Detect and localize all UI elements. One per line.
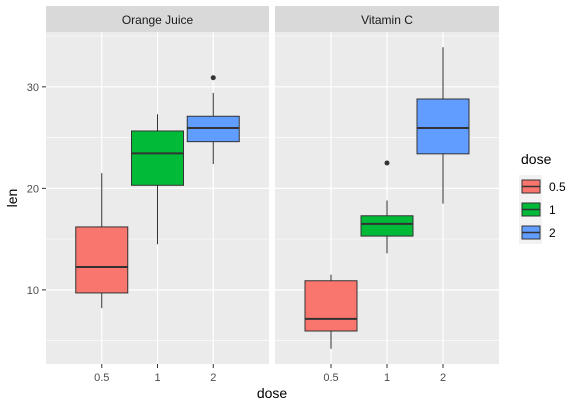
legend-entries: 0.5 1 2: [519, 175, 566, 244]
box-orange-juice-1: [131, 114, 184, 245]
x-tick-label: 2: [210, 372, 216, 384]
box-body: [304, 280, 358, 332]
x-tick-label: 1: [384, 372, 390, 384]
legend-entry-0.5: 0.5: [519, 175, 566, 198]
box-body: [186, 115, 240, 143]
x-tick-label: 0.5: [94, 372, 109, 384]
x-tick-label: 0.5: [323, 372, 338, 384]
box-body: [360, 215, 414, 237]
box-body: [75, 226, 129, 294]
box-body: [416, 98, 470, 155]
legend-entry-2: 2: [519, 221, 556, 244]
y-tick-label: 30: [27, 82, 39, 94]
box-vitamin-c-1: [360, 160, 414, 254]
facet-panel-1: Vitamin C 0.5 1 2: [275, 6, 499, 384]
x-tick-label: 2: [440, 372, 446, 384]
box-body: [131, 130, 184, 186]
box-vitamin-c-0.5: [304, 274, 358, 349]
y-axis: 10 20 30: [27, 82, 46, 297]
facet-strip-label: Orange Juice: [122, 13, 194, 27]
box-orange-juice-0.5: [75, 173, 129, 309]
box-vitamin-c-2: [416, 47, 470, 204]
facet-panel-0: Orange Juice 0.5 1 2: [46, 6, 269, 384]
facet-strip: [275, 6, 499, 32]
outlier-point: [210, 75, 216, 81]
legend-title: dose: [521, 151, 552, 167]
y-tick-label: 20: [27, 183, 39, 195]
facet-strip: [46, 6, 269, 32]
legend-label: 2: [549, 226, 556, 240]
x-tick-label: 1: [154, 372, 160, 384]
legend: dose 0.5 1 2: [519, 151, 566, 244]
y-axis-title: len: [4, 189, 20, 208]
outlier-point: [384, 160, 390, 166]
facet-panels: Orange Juice 0.5 1 2 Vitamin C 0.5 1 2: [46, 6, 499, 384]
legend-label: 0.5: [549, 180, 566, 194]
y-tick-label: 10: [27, 285, 39, 297]
legend-entry-1: 1: [519, 198, 556, 221]
box-orange-juice-2: [186, 75, 240, 164]
legend-label: 1: [549, 203, 556, 217]
x-axis-title: dose: [257, 385, 288, 401]
facet-strip-label: Vitamin C: [361, 13, 413, 27]
